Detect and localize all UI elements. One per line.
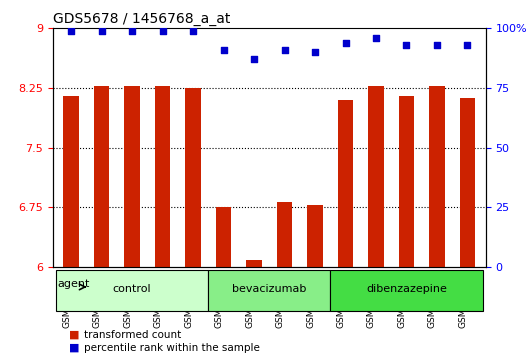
Bar	[338, 100, 353, 267]
FancyBboxPatch shape	[330, 270, 483, 310]
Bar	[429, 86, 445, 267]
Text: transformed count: transformed count	[84, 330, 182, 339]
Bar	[277, 202, 292, 267]
Bar	[307, 205, 323, 267]
Point	[97, 28, 106, 34]
Text: agent: agent	[57, 279, 90, 289]
Bar	[460, 98, 475, 267]
Point	[280, 47, 289, 53]
Text: GDS5678 / 1456768_a_at: GDS5678 / 1456768_a_at	[53, 12, 230, 26]
Text: bevacizumab: bevacizumab	[232, 284, 306, 294]
Text: control: control	[113, 284, 152, 294]
Point	[67, 28, 76, 34]
Bar	[185, 88, 201, 267]
Bar	[247, 261, 262, 267]
FancyBboxPatch shape	[56, 270, 209, 310]
Bar	[94, 86, 109, 267]
Point	[311, 49, 319, 55]
Point	[372, 35, 380, 41]
Bar	[399, 96, 414, 267]
Bar	[369, 86, 384, 267]
Point	[250, 57, 258, 62]
Point	[189, 28, 197, 34]
Point	[158, 28, 167, 34]
Point	[402, 42, 411, 48]
Point	[219, 47, 228, 53]
Bar	[216, 207, 231, 267]
Bar	[155, 86, 170, 267]
Point	[128, 28, 136, 34]
FancyBboxPatch shape	[209, 270, 330, 310]
Text: ■: ■	[69, 343, 79, 353]
Bar	[125, 86, 140, 267]
Text: percentile rank within the sample: percentile rank within the sample	[84, 343, 260, 353]
Text: ■: ■	[69, 330, 79, 339]
Bar	[63, 96, 79, 267]
Point	[433, 42, 441, 48]
Point	[341, 40, 350, 45]
Point	[463, 42, 472, 48]
Text: dibenzazepine: dibenzazepine	[366, 284, 447, 294]
